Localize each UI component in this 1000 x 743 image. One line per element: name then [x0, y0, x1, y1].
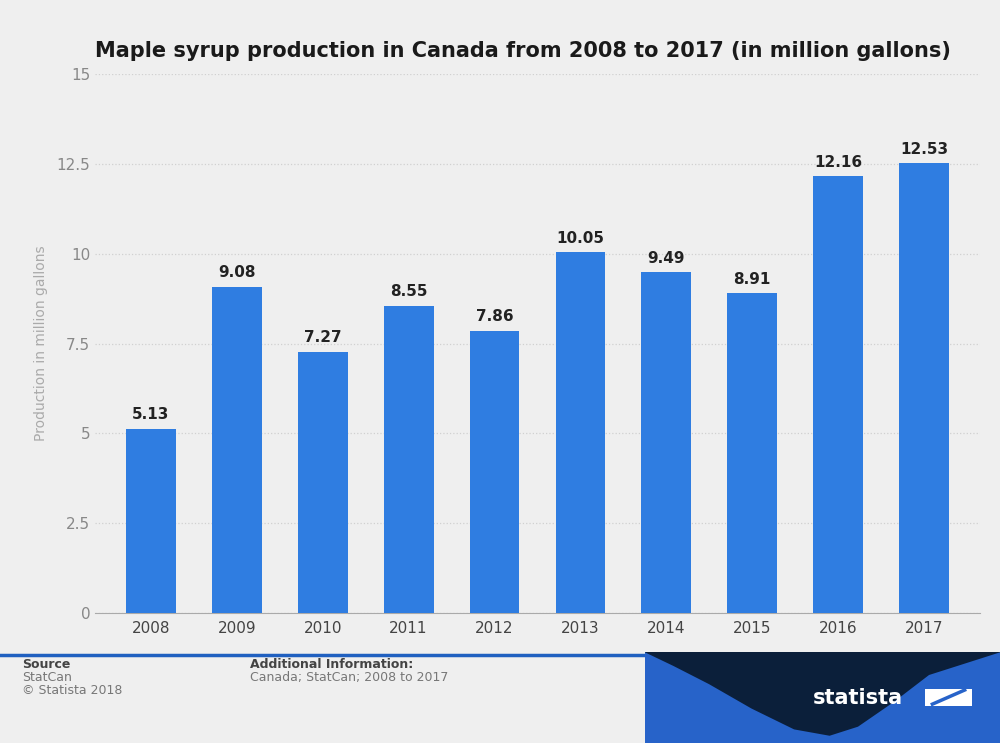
Text: 8.91: 8.91 [734, 271, 771, 287]
Text: 12.53: 12.53 [900, 141, 948, 157]
Bar [384, 306, 434, 613]
Text: 5.13: 5.13 [132, 407, 170, 422]
Text: Source: Source [22, 658, 70, 671]
Text: 10.05: 10.05 [556, 230, 604, 246]
Bar [813, 176, 863, 613]
Text: statista: statista [813, 688, 903, 707]
Bar [899, 163, 949, 613]
Bar [470, 331, 519, 613]
Text: 7.27: 7.27 [304, 331, 342, 345]
Text: Canada; StatCan; 2008 to 2017: Canada; StatCan; 2008 to 2017 [250, 671, 448, 684]
FancyBboxPatch shape [925, 690, 972, 706]
Text: 9.49: 9.49 [648, 250, 685, 266]
Text: Maple syrup production in Canada from 2008 to 2017 (in million gallons): Maple syrup production in Canada from 20… [95, 41, 951, 61]
Bar [298, 352, 348, 613]
Bar [641, 272, 691, 613]
Text: 12.16: 12.16 [814, 155, 862, 170]
Bar [556, 252, 605, 613]
Bar [212, 287, 262, 613]
Text: StatCan: StatCan [22, 671, 72, 684]
Text: 7.86: 7.86 [476, 309, 513, 324]
Bar [126, 429, 176, 613]
Polygon shape [645, 652, 1000, 743]
Text: Additional Information:: Additional Information: [250, 658, 413, 671]
Text: © Statista 2018: © Statista 2018 [22, 684, 122, 696]
Bar [727, 293, 777, 613]
Y-axis label: Production in million gallons: Production in million gallons [34, 246, 48, 441]
Text: 8.55: 8.55 [390, 285, 427, 299]
Text: 9.08: 9.08 [218, 265, 256, 280]
